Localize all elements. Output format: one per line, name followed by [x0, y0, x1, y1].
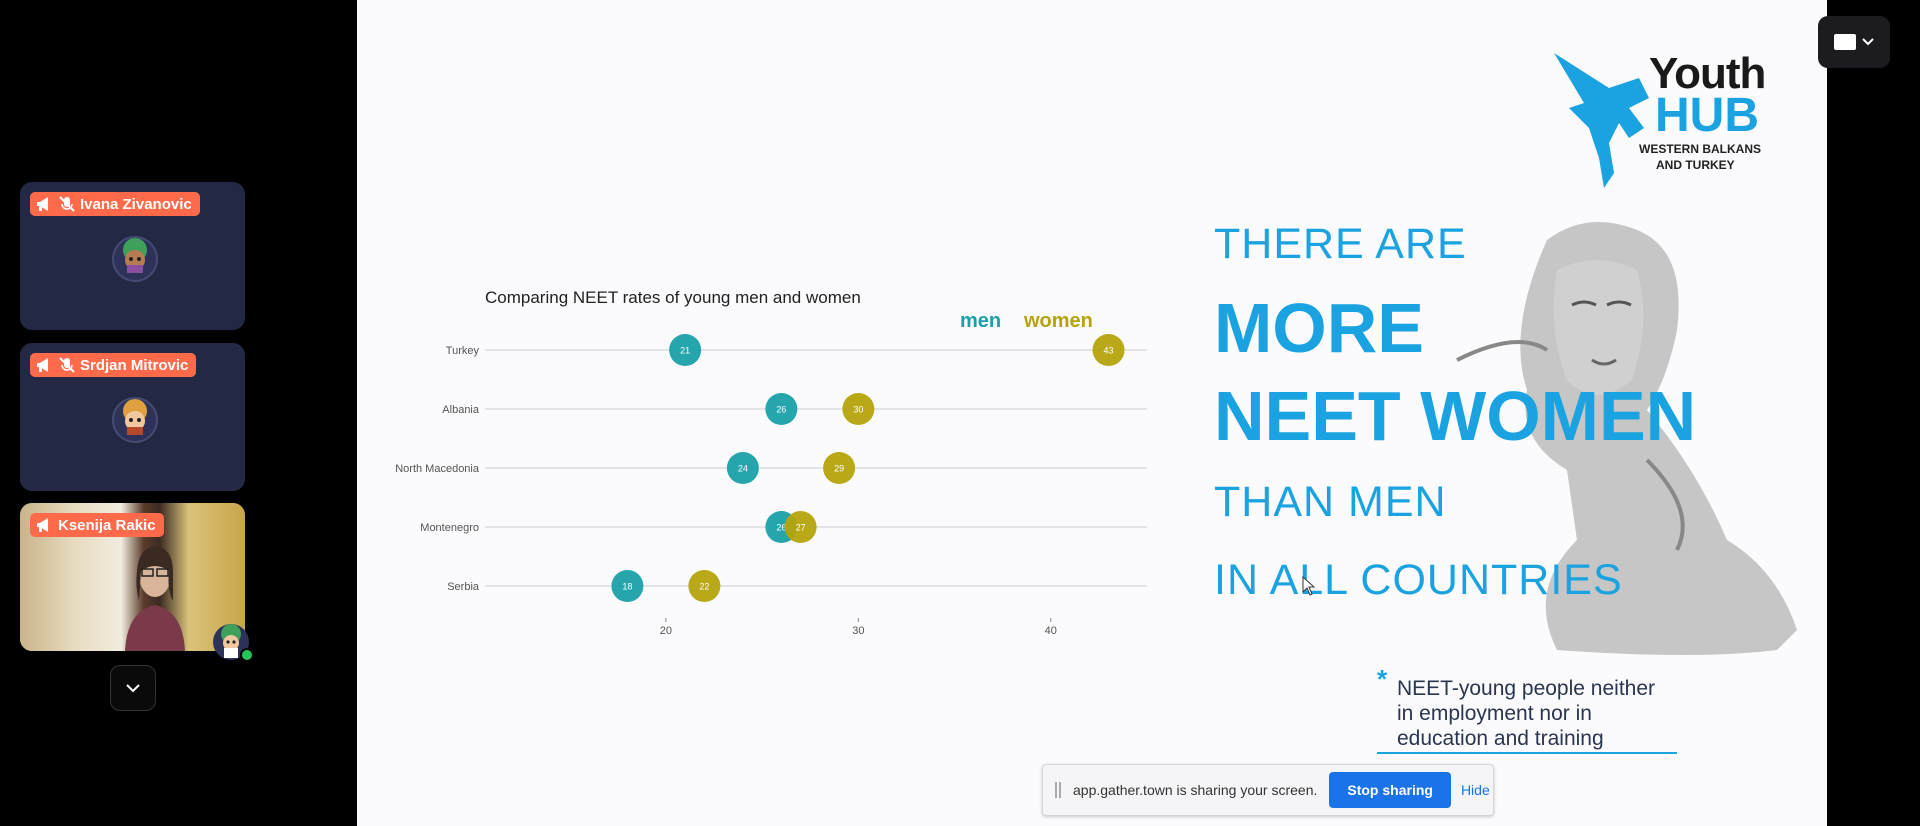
screen-view-toggle[interactable] [1818, 16, 1890, 68]
asterisk: * [1377, 664, 1388, 694]
x-tick-label: 30 [852, 625, 864, 637]
data-point-men [611, 570, 644, 602]
participant-tile-srdjan[interactable]: Srdjan Mitrovic [20, 343, 245, 491]
video-person [125, 547, 185, 651]
note-line-3: education and training [1397, 727, 1604, 750]
collapse-participants-button[interactable] [110, 665, 156, 711]
participant-name: Srdjan Mitrovic [80, 356, 189, 374]
logo-subtitle-2: AND TURKEY [1656, 158, 1735, 172]
headline-line-3: NEET WOMEN [1214, 377, 1697, 455]
megaphone-icon [37, 358, 48, 372]
chevron-down-icon [126, 684, 140, 693]
online-status-dot [240, 648, 254, 662]
participant-name: Ksenija Rakic [58, 516, 156, 534]
category-label: Turkey [446, 345, 480, 357]
hide-button[interactable]: Hide [1460, 782, 1490, 798]
data-label-women: 29 [834, 464, 844, 474]
legend-women: women [1024, 310, 1093, 332]
logo-hub: HUB [1655, 89, 1759, 142]
category-label: Albania [442, 404, 480, 416]
category-label: Serbia [447, 581, 480, 593]
data-label-women: 27 [796, 523, 806, 533]
data-label-men: 24 [738, 464, 748, 474]
note-line-2: in employment nor in [1397, 702, 1592, 725]
megaphone-icon [37, 518, 48, 532]
megaphone-icon [37, 197, 48, 211]
data-label-men: 26 [776, 523, 786, 533]
x-tick-label: 40 [1045, 625, 1057, 637]
data-point-men [726, 452, 759, 484]
drag-handle[interactable] [1055, 782, 1061, 798]
data-label-women: 43 [1104, 346, 1114, 356]
avatar [111, 397, 158, 443]
data-point-women [784, 511, 817, 543]
data-point-women [842, 393, 875, 425]
data-label-men: 21 [680, 346, 690, 356]
headline-line-4: THAN MEN [1214, 478, 1447, 526]
muted-mic-icon [59, 196, 75, 212]
logo-youth: Youth [1649, 49, 1766, 98]
data-point-women [688, 570, 721, 602]
muted-mic-icon [59, 357, 75, 373]
youthhub-logo: Youth HUB WESTERN BALKANS AND TURKEY [1549, 48, 1779, 188]
self-avatar[interactable] [213, 624, 249, 660]
headline-line-5: IN ALL COUNTRIES [1214, 556, 1623, 604]
data-label-men: 18 [622, 582, 632, 592]
avatar [111, 236, 158, 282]
stop-sharing-button[interactable]: Stop sharing [1329, 772, 1451, 808]
x-tick-label: 20 [660, 625, 672, 637]
data-point-men [669, 334, 702, 366]
participant-tile-ivana[interactable]: Ivana Zivanovic [20, 182, 245, 330]
participant-name-badge: Ksenija Rakic [30, 513, 164, 537]
legend-men: men [960, 310, 1002, 332]
data-point-women [823, 452, 856, 484]
woman-illustration [1456, 222, 1797, 655]
data-label-women: 30 [853, 405, 863, 415]
data-label-women: 22 [699, 582, 709, 592]
runner-logo-icon [1554, 53, 1649, 188]
participant-tile-ksenija[interactable]: Ksenija Rakic [20, 503, 245, 651]
chart-title: Comparing NEET rates of young men and wo… [485, 288, 861, 307]
participant-name-badge: Ivana Zivanovic [30, 192, 200, 216]
screen-share-bar: app.gather.town is sharing your screen. … [1042, 764, 1494, 816]
dot-chart: Turkey Albania North Macedonia Montenegro Se… [395, 334, 1147, 637]
mouse-cursor [1302, 576, 1316, 596]
category-label: North Macedonia [395, 463, 480, 475]
data-point-women [1092, 334, 1125, 366]
data-point-men [765, 393, 798, 425]
headline-line-2: MORE [1214, 289, 1424, 367]
note-underline [1377, 752, 1677, 754]
participant-name-badge: Srdjan Mitrovic [30, 353, 197, 377]
headline-line-1: THERE ARE [1214, 220, 1467, 268]
chevron-down-icon [1862, 38, 1874, 46]
participant-name: Ivana Zivanovic [80, 195, 192, 213]
share-message: app.gather.town is sharing your screen. [1073, 782, 1318, 798]
data-label-men: 26 [776, 405, 786, 415]
shared-screen: Comparing NEET rates of young men and wo… [357, 0, 1827, 826]
category-label: Montenegro [420, 522, 479, 534]
screen-icon [1834, 34, 1856, 50]
logo-subtitle-1: WESTERN BALKANS [1639, 142, 1761, 156]
note-line-1: NEET-young people neither [1397, 677, 1655, 700]
